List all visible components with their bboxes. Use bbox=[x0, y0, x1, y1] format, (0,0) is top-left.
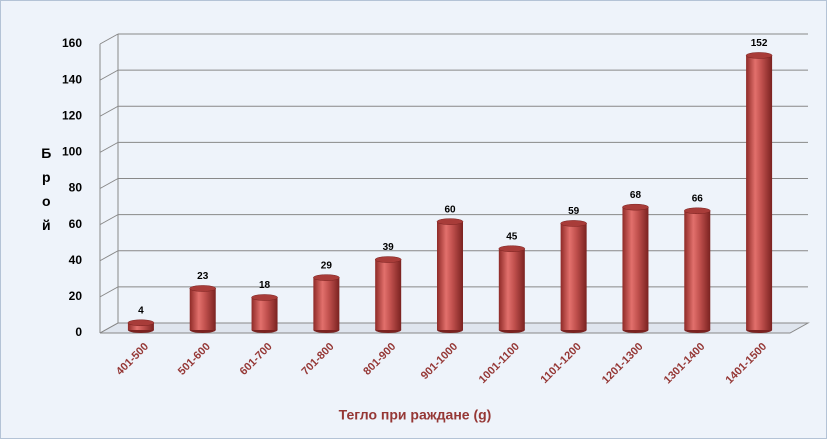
bar-top bbox=[498, 245, 526, 252]
grid-line bbox=[99, 322, 119, 334]
bar-top bbox=[374, 256, 402, 263]
y-tick-label: 140 bbox=[62, 72, 82, 86]
bar bbox=[375, 259, 402, 330]
bar bbox=[622, 207, 649, 330]
bar-top bbox=[684, 207, 711, 215]
grid-line bbox=[99, 33, 119, 45]
bar-top bbox=[745, 52, 773, 59]
bar-top bbox=[436, 218, 464, 225]
value-label: 60 bbox=[444, 204, 456, 215]
value-label: 45 bbox=[506, 231, 518, 242]
y-tick-label: 80 bbox=[69, 181, 83, 195]
bar-top bbox=[189, 285, 216, 292]
bar-top bbox=[313, 274, 340, 281]
y-tick-label: 40 bbox=[69, 253, 83, 267]
y-tick-label: 60 bbox=[69, 217, 83, 231]
value-label: 18 bbox=[259, 280, 271, 291]
y-tick-label: 100 bbox=[62, 145, 82, 159]
y-tick-label: 160 bbox=[62, 36, 82, 50]
value-label: 152 bbox=[751, 38, 768, 49]
value-label: 68 bbox=[630, 190, 642, 201]
bar bbox=[684, 210, 711, 330]
grid-line bbox=[99, 105, 119, 117]
value-label: 39 bbox=[383, 242, 395, 253]
bar bbox=[127, 322, 154, 330]
bar-top bbox=[127, 319, 155, 327]
value-label: 23 bbox=[197, 271, 209, 282]
bar bbox=[313, 277, 340, 330]
y-axis-title: Брой bbox=[38, 145, 54, 241]
y-tick-label: 0 bbox=[75, 325, 82, 339]
bar bbox=[560, 223, 587, 330]
value-label: 59 bbox=[568, 206, 580, 217]
bar bbox=[498, 248, 525, 330]
grid-line bbox=[99, 141, 119, 153]
bar-top bbox=[560, 220, 587, 227]
grid-line bbox=[99, 214, 119, 226]
value-label: 66 bbox=[692, 193, 704, 204]
grid-line bbox=[99, 178, 119, 189]
bar bbox=[746, 55, 773, 330]
bar bbox=[437, 221, 463, 330]
bar bbox=[189, 288, 216, 330]
bar-top bbox=[622, 203, 649, 211]
value-label: 4 bbox=[138, 305, 144, 316]
y-tick-label: 20 bbox=[69, 289, 83, 303]
y-tick-label: 120 bbox=[62, 108, 82, 122]
bar bbox=[251, 297, 278, 330]
x-axis-title: Тегло при раждане (g) bbox=[339, 407, 492, 423]
grid-line bbox=[99, 250, 119, 262]
grid-line bbox=[99, 286, 119, 298]
grid-line bbox=[99, 69, 119, 81]
bar-top bbox=[251, 294, 278, 301]
value-label: 29 bbox=[321, 260, 333, 271]
